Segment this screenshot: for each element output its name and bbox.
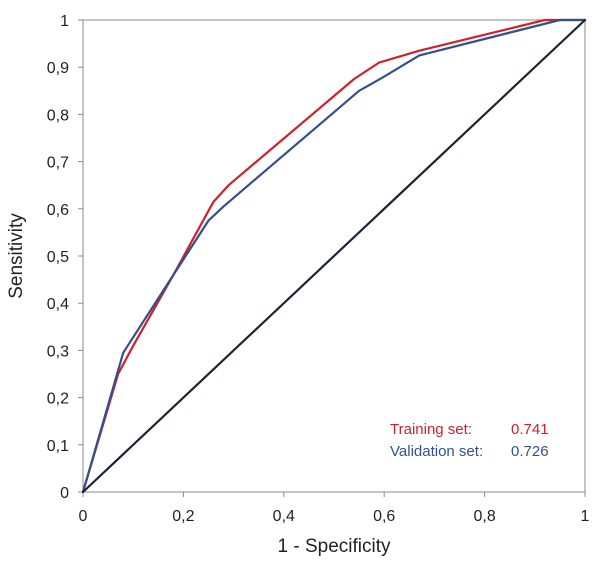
- y-tick-label: 0,7: [47, 155, 69, 172]
- y-tick-label: 0,9: [47, 60, 69, 77]
- y-axis-label: Sensitivity: [6, 213, 27, 299]
- x-tick-label: 1: [581, 508, 590, 525]
- series-group: [81, 18, 587, 494]
- y-tick-label: 1: [60, 13, 69, 30]
- axes: 0 0,2 0,4 0,6 0,8 1 0 0,1 0,2 0,3 0,4 0,5 0,6 0,7 0,8 0…: [47, 13, 590, 525]
- y-tick-label: 0,4: [47, 296, 69, 313]
- x-tick-label: 0: [79, 508, 88, 525]
- y-tick-label: 0,2: [47, 391, 69, 408]
- series-line-reference: [81, 18, 587, 494]
- x-tick-label: 0,2: [172, 508, 194, 525]
- legend-value: 0.741: [511, 421, 549, 438]
- series-line-validation-set: [81, 18, 587, 494]
- y-tick-label: 0,8: [47, 107, 69, 124]
- series-line-training-set: [81, 18, 587, 494]
- x-tick-label: 0,6: [373, 508, 395, 525]
- y-tick-label: 0,3: [47, 343, 69, 360]
- legend-label: Validation set:: [390, 443, 483, 460]
- x-tick-label: 0,8: [473, 508, 495, 525]
- y-tick-label: 0,5: [47, 249, 69, 266]
- y-tick-label: 0,1: [47, 438, 69, 455]
- legend-label: Training set:: [390, 421, 472, 438]
- y-tick-label: 0,6: [47, 202, 69, 219]
- y-tick-label: 0: [60, 485, 69, 502]
- legend: Training set: 0.741 Validation set: 0.726: [390, 421, 549, 460]
- x-tick-label: 0,4: [273, 508, 295, 525]
- x-axis-label: 1 - Specificity: [278, 536, 391, 557]
- legend-value: 0.726: [511, 443, 549, 460]
